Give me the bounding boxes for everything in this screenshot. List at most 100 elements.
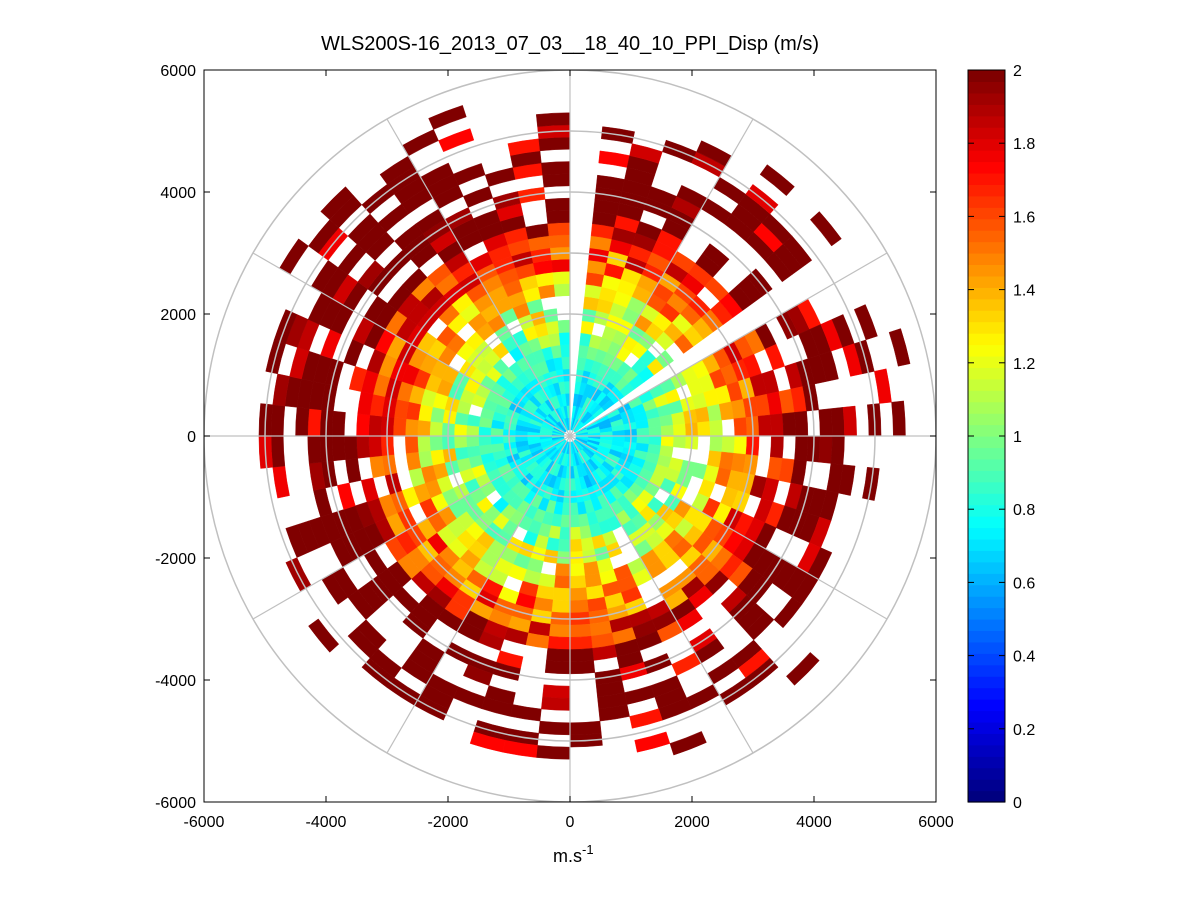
colorbar-segment [968,767,1005,780]
ppi-cell [709,435,723,453]
ppi-cell [560,514,571,528]
ppi-cell [769,435,784,459]
ppi-cell [794,435,809,462]
x-tick-label: -6000 [184,814,225,831]
ppi-cell [307,408,322,437]
ppi-cell [430,449,445,466]
ppi-cell [429,421,443,437]
colorbar-tick-label: 1 [1013,429,1022,446]
ppi-cell [672,435,687,449]
ppi-cell [557,538,571,553]
grid-spoke [386,118,571,437]
y-tick-label: 4000 [160,185,196,202]
colorbar-segment [968,710,1005,723]
colorbar-segment [968,653,1005,666]
grid-spoke [386,435,571,754]
ppi-cell [580,537,595,552]
ppi-cell [547,222,571,237]
ppi-cell [569,587,588,601]
ppi-cell [270,435,286,468]
ppi-cell [542,173,571,188]
ppi-cell [759,164,795,197]
chart-title: WLS200S-16_2013_07_03__18_40_10_PPI_Disp… [321,33,819,55]
ppi-cell [555,563,571,577]
ppi-cell [569,575,587,589]
colorbar-tick-label: 1.2 [1013,356,1035,373]
ppi-cell [830,435,845,465]
grid-spoke [252,435,571,620]
ppi-cell [569,720,602,736]
colorbar-tick-label: 0.8 [1013,502,1035,519]
ppi-cell [548,623,571,638]
colorbar-segment [968,596,1005,609]
x-tick-label: -2000 [428,814,469,831]
colorbar-segment [968,333,1005,346]
ppi-cell [773,597,803,629]
ppi-cell [782,412,796,437]
colorbar-segment [968,687,1005,700]
polar-grid [204,70,936,802]
ppi-cell [331,410,346,437]
colorbar-segment [968,607,1005,620]
ppi-cell [557,319,571,334]
colorbar-segment [968,584,1005,597]
ppi-cell [671,411,686,426]
ppi-cell [544,660,571,675]
ppi-cell [569,648,594,662]
ppi-cell [453,163,486,186]
ppi-cell [405,451,422,471]
ppi-cell [830,407,845,437]
ppi-cell [547,635,571,650]
ppi-cell [782,235,813,268]
ppi-cell [428,105,467,130]
colorbar-segment [968,550,1005,563]
ppi-cell [368,435,383,458]
ppi-cell [569,660,596,675]
ppi-cell [733,417,748,437]
ppi-cell [818,435,833,464]
colorbar-tick-label: 0.4 [1013,649,1035,666]
ppi-cell [888,328,911,367]
colorbar-segment [968,527,1005,540]
grid-spoke [569,435,888,620]
y-tick-label: 0 [187,429,196,446]
colorbar-segment [968,70,1005,83]
colorbar-segment [968,413,1005,426]
colorbar-segment [968,207,1005,220]
x-axis-label: m.s-1 [553,842,594,866]
colorbar-segment [968,264,1005,277]
ppi-cell [546,210,571,224]
colorbar-segment [968,790,1005,803]
ppi-cell [429,435,443,451]
ppi-cell [535,745,571,760]
y-tick-label: 2000 [160,307,196,324]
ppi-cell [551,258,571,273]
ppi-cell [560,344,571,358]
ppi-cell [553,575,571,589]
colorbar-segment [968,172,1005,185]
ppi-cell [466,424,480,437]
colorbar-segment [968,424,1005,437]
colorbar-segment [968,447,1005,460]
colorbar-segment [968,401,1005,414]
colorbar-segment [968,721,1005,734]
ppi-cell [307,435,322,464]
x-tick-label: 6000 [918,814,954,831]
ppi-cell [405,435,419,454]
ppi-cell [430,406,445,423]
ppi-cell [569,599,589,614]
colorbar-segment [968,195,1005,208]
ppi-cell [648,426,662,437]
ppi-cell [285,524,309,558]
ppi-cell [809,211,842,247]
ppi-cell [558,526,571,540]
ppi-cell [308,618,340,653]
ppi-cell [542,684,571,699]
colorbar-tick-label: 1.8 [1013,136,1035,153]
ppi-cell [794,410,809,437]
ppi-cell [417,419,431,437]
ppi-cell [545,320,560,335]
ppi-cell [538,720,571,736]
colorbar-segment [968,218,1005,231]
ppi-cell [279,238,309,275]
